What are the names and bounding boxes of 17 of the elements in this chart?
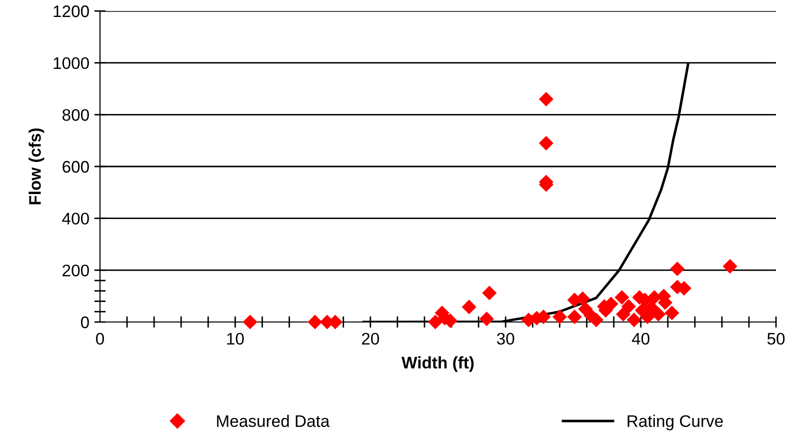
x-tick-label: 30 xyxy=(496,332,514,345)
legend-label: Measured Data xyxy=(217,414,330,427)
y-tick-label: 400 xyxy=(62,212,89,225)
y-tick-label: 800 xyxy=(62,109,89,121)
y-tick-label: 600 xyxy=(62,160,89,173)
x-tick-label: 20 xyxy=(362,332,380,345)
y-axis-title: Flow (cfs) xyxy=(28,128,44,204)
x-axis-title: Width (ft) xyxy=(402,356,474,372)
x-tick-label: 0 xyxy=(96,332,104,345)
x-tick-label: 40 xyxy=(632,332,650,345)
y-tick-label: 0 xyxy=(80,316,89,328)
legend-label: Rating Curve xyxy=(628,414,723,430)
y-tick-label: 1000 xyxy=(54,57,89,70)
x-tick-label: 50 xyxy=(767,332,785,345)
y-tick-label: 200 xyxy=(62,264,89,276)
y-tick-label: 1200 xyxy=(54,5,89,18)
x-tick-label: 10 xyxy=(227,332,244,345)
